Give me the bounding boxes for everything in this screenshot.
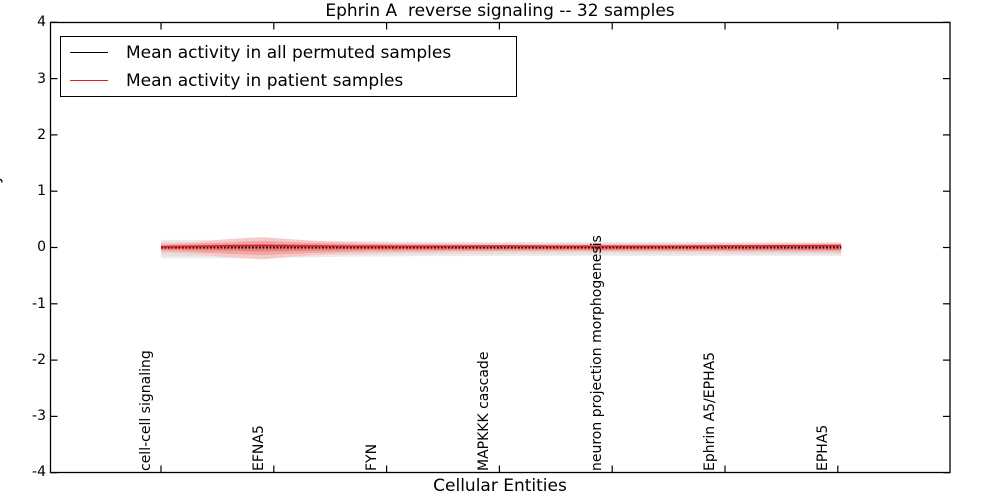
x-tick-label: FYN [364, 443, 380, 471]
x-axis-label: Cellular Entities [433, 476, 567, 496]
legend-label-patient: Mean activity in patient samples [126, 70, 404, 91]
y-tick-label: 2 [37, 127, 46, 143]
y-tick-label: -4 [32, 464, 46, 480]
x-tick-label: Ephrin A5/EPHA5 [702, 351, 718, 471]
tick-marks [50, 21, 950, 474]
x-tick-label: EPHA5 [815, 424, 831, 471]
y-tick-label: -1 [32, 296, 46, 312]
y-tick-label: 3 [37, 71, 46, 87]
legend-entry-patient: Mean activity in patient samples [61, 67, 516, 95]
y-tick-label: 0 [37, 239, 46, 255]
y-tick-label: 4 [37, 14, 46, 30]
permuted-line-swatch-icon [70, 52, 108, 53]
patient-line-swatch-icon [70, 80, 108, 81]
legend-label-permuted: Mean activity in all permuted samples [126, 42, 452, 63]
legend: Mean activity in all permuted samples Me… [60, 36, 517, 97]
y-tick-label: -2 [32, 352, 46, 368]
x-tick-label: neuron projection morphogenesis [589, 235, 605, 471]
y-axis-label: Inferred Activity [0, 174, 3, 302]
x-tick-label: cell-cell signaling [138, 350, 154, 471]
y-tick-label: -3 [32, 408, 46, 424]
legend-entry-permuted: Mean activity in all permuted samples [61, 39, 516, 67]
series-line [160, 244, 842, 248]
x-tick-label: EFNA5 [251, 425, 267, 471]
chart-title: Ephrin A reverse signaling -- 32 samples [325, 1, 675, 21]
x-tick-label: MAPKKK cascade [476, 351, 492, 471]
y-tick-label: 1 [37, 183, 46, 199]
